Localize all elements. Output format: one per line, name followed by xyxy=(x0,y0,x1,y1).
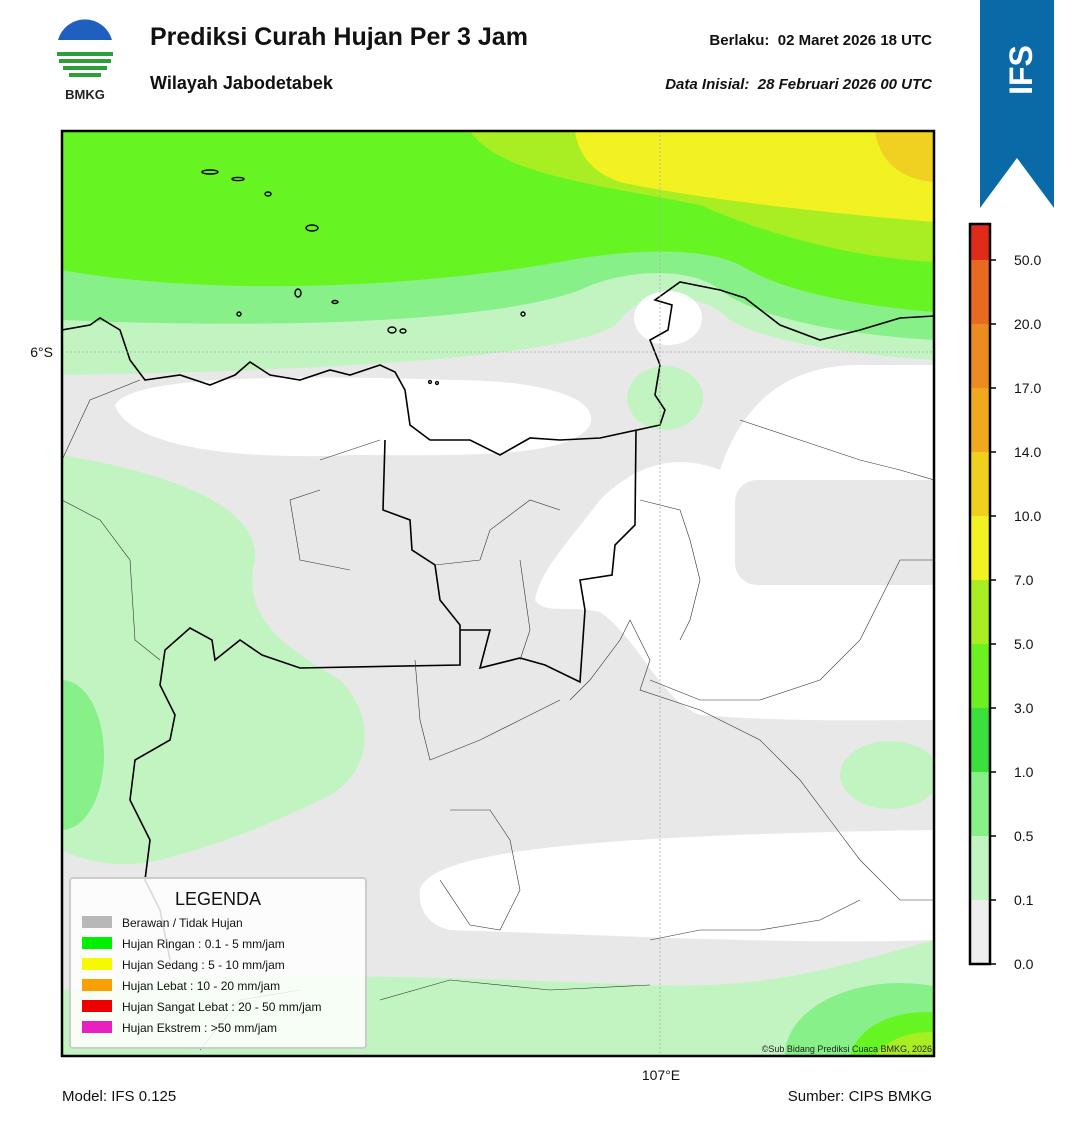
legend-label: Hujan Sedang : 5 - 10 mm/jam xyxy=(122,958,285,972)
credit: ©Sub Bidang Prediksi Cuaca BMKG, 2026 xyxy=(762,1044,932,1054)
colorbar-segment xyxy=(970,516,990,580)
title: Prediksi Curah Hujan Per 3 Jam xyxy=(150,23,528,51)
legend-swatch xyxy=(82,1000,112,1012)
colorbar-segment xyxy=(970,324,990,388)
bmkg-logo: BMKG xyxy=(57,19,113,102)
model-label: Model: IFS 0.125 xyxy=(62,1088,176,1105)
map-frame xyxy=(60,129,936,1058)
colorbar-segment xyxy=(970,224,990,260)
colorbar-label: 17.0 xyxy=(1014,380,1041,396)
legend-swatch xyxy=(82,937,112,949)
legend-label: Hujan Ringan : 0.1 - 5 mm/jam xyxy=(122,937,285,951)
initial-time: Data Inisial: 28 Februari 2026 00 UTC xyxy=(665,76,933,93)
colorbar: 0.0 0.1 0.5 1.0 3.0 5.0 7.0 10.0 14.0 17.0 20.0 50.… xyxy=(968,222,1041,972)
legend-label: Hujan Lebat : 10 - 20 mm/jam xyxy=(122,979,280,993)
legend-title: LEGENDA xyxy=(175,889,261,909)
legend-swatch xyxy=(82,979,112,991)
colorbar-segment xyxy=(970,388,990,452)
colorbar-segment xyxy=(970,900,990,964)
subtitle: Wilayah Jabodetabek xyxy=(150,73,334,93)
colorbar-frame xyxy=(968,222,992,966)
legend-label: Hujan Sangat Lebat : 20 - 50 mm/jam xyxy=(122,1000,321,1014)
colorbar-segment xyxy=(970,580,990,644)
colorbar-label: 0.5 xyxy=(1014,828,1034,844)
legend: LEGENDA Berawan / Tidak Hujan Hujan Ringa… xyxy=(69,877,367,1049)
map: ©Sub Bidang Prediksi Cuaca BMKG, 2026 xyxy=(62,131,934,1056)
legend-swatch xyxy=(82,916,112,928)
colorbar-label: 50.0 xyxy=(1014,252,1041,268)
colorbar-segment xyxy=(970,644,990,708)
colorbar-label: 10.0 xyxy=(1014,508,1041,524)
badge-text: IFS xyxy=(1003,45,1039,95)
lon-label: 107°E xyxy=(642,1067,680,1083)
colorbar-label: 20.0 xyxy=(1014,316,1041,332)
legend-swatch xyxy=(82,958,112,970)
legend-label: Berawan / Tidak Hujan xyxy=(122,916,243,930)
colorbar-segment xyxy=(970,772,990,836)
colorbar-label: 0.1 xyxy=(1014,892,1034,908)
ifs-badge: IFS xyxy=(980,0,1054,208)
colorbar-segment xyxy=(970,452,990,516)
colorbar-segment xyxy=(970,260,990,324)
colorbar-label: 5.0 xyxy=(1014,636,1034,652)
legend-label: Hujan Ekstrem : >50 mm/jam xyxy=(122,1021,277,1035)
colorbar-segment xyxy=(970,708,990,772)
logo-text: BMKG xyxy=(65,87,105,102)
colorbar-segment xyxy=(970,836,990,900)
legend-swatch xyxy=(82,1021,112,1033)
colorbar-label: 7.0 xyxy=(1014,572,1034,588)
lat-label: 6°S xyxy=(30,344,53,360)
colorbar-label: 0.0 xyxy=(1014,956,1034,972)
source-label: Sumber: CIPS BMKG xyxy=(788,1088,932,1105)
colorbar-label: 3.0 xyxy=(1014,700,1034,716)
valid-time: Berlaku: 02 Maret 2026 18 UTC xyxy=(709,32,932,49)
colorbar-label: 1.0 xyxy=(1014,764,1034,780)
colorbar-label: 14.0 xyxy=(1014,444,1041,460)
